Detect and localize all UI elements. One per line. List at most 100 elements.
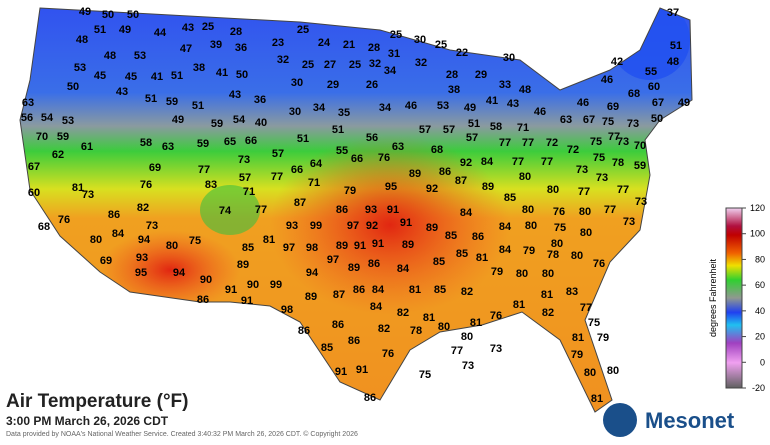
colorbar (725, 207, 743, 389)
station-temp: 70 (634, 140, 646, 152)
station-temp: 94 (173, 267, 186, 279)
station-temp: 85 (321, 342, 333, 354)
station-temp: 80 (571, 250, 583, 262)
station-temp: 26 (366, 79, 378, 91)
colorbar-label: degrees Fahrenheit (708, 258, 718, 337)
station-temp: 61 (81, 141, 93, 153)
station-temp: 31 (388, 48, 400, 60)
station-temp: 77 (580, 302, 592, 314)
station-temp: 69 (100, 255, 112, 267)
station-temp: 85 (445, 230, 457, 242)
station-temp: 76 (490, 310, 502, 322)
station-temp: 99 (270, 279, 282, 291)
colorbar-tick-label: 100 (750, 229, 765, 239)
station-temp: 46 (577, 97, 589, 109)
station-temp: 39 (210, 39, 222, 51)
station-temp: 91 (335, 366, 347, 378)
station-temp: 80 (542, 268, 554, 280)
station-temp: 32 (369, 58, 381, 70)
station-temp: 91 (241, 295, 253, 307)
station-temp: 59 (211, 118, 223, 130)
station-temp: 82 (397, 307, 409, 319)
station-temp: 73 (627, 118, 639, 130)
station-temp: 49 (678, 97, 690, 109)
station-temp: 78 (612, 157, 624, 169)
station-temp: 48 (76, 34, 88, 46)
station-temp: 29 (327, 79, 339, 91)
station-temp: 73 (146, 220, 158, 232)
station-temp: 41 (216, 67, 228, 79)
station-temp: 86 (348, 335, 360, 347)
station-temp: 23 (272, 37, 284, 49)
station-temp: 51 (670, 40, 682, 52)
station-temp: 45 (94, 70, 106, 82)
station-temp: 25 (297, 24, 309, 36)
station-temp: 73 (576, 164, 588, 176)
station-temp: 30 (289, 106, 301, 118)
station-temp: 63 (392, 141, 404, 153)
station-temp: 81 (72, 182, 84, 194)
station-temp: 50 (651, 113, 663, 125)
station-temp: 38 (448, 84, 460, 96)
station-temp: 46 (534, 106, 546, 118)
station-temp: 82 (137, 202, 149, 214)
station-temp: 92 (366, 220, 378, 232)
station-temp: 51 (297, 133, 309, 145)
station-temp: 80 (579, 206, 591, 218)
station-temp: 80 (461, 331, 473, 343)
station-temp: 53 (62, 115, 74, 127)
station-temp: 84 (370, 301, 383, 313)
station-temp: 43 (116, 86, 128, 98)
station-temp: 46 (405, 100, 417, 112)
station-temp: 97 (327, 254, 339, 266)
station-temp: 77 (522, 137, 534, 149)
station-temp: 93 (286, 220, 298, 232)
station-temp: 84 (397, 263, 410, 275)
station-temp: 81 (591, 393, 603, 405)
station-temp: 30 (414, 34, 426, 46)
station-temp: 86 (298, 325, 310, 337)
station-temp: 80 (438, 321, 450, 333)
station-temp: 89 (482, 181, 494, 193)
station-temp: 25 (349, 59, 361, 71)
station-temp: 89 (409, 168, 421, 180)
station-temp: 67 (28, 161, 40, 173)
title: Air Temperature (°F) (6, 391, 189, 412)
station-temp: 80 (551, 238, 563, 250)
station-temp: 77 (617, 184, 629, 196)
colorbar-tick-label: 20 (755, 332, 765, 342)
logo-text: Mesonet (645, 408, 735, 433)
colorbar-tick-label: -20 (752, 383, 765, 393)
station-temp: 82 (378, 323, 390, 335)
station-temp: 28 (446, 69, 458, 81)
station-temp: 91 (354, 240, 366, 252)
station-temp: 75 (554, 222, 566, 234)
station-temp: 75 (189, 235, 201, 247)
station-temp: 78 (547, 249, 559, 261)
station-temp: 86 (353, 284, 365, 296)
station-temp: 86 (439, 166, 451, 178)
station-temp: 29 (475, 69, 487, 81)
station-temp: 58 (140, 137, 152, 149)
station-temp: 30 (503, 52, 515, 64)
station-temp: 81 (423, 312, 435, 324)
station-temp: 99 (310, 220, 322, 232)
station-temp: 89 (402, 239, 414, 251)
station-temp: 41 (151, 71, 163, 83)
station-temp: 25 (302, 59, 314, 71)
station-temp: 85 (456, 248, 468, 260)
station-temp: 67 (652, 97, 664, 109)
station-temp: 86 (368, 258, 380, 270)
station-temp: 84 (112, 228, 125, 240)
station-temp: 85 (434, 284, 446, 296)
station-temp: 50 (102, 9, 114, 21)
station-temp: 79 (571, 349, 583, 361)
station-temp: 38 (193, 62, 205, 74)
station-temp: 57 (443, 124, 455, 136)
station-temp: 56 (366, 132, 378, 144)
station-temp: 60 (28, 187, 40, 199)
station-temp: 81 (409, 284, 421, 296)
logo-icon (603, 403, 637, 437)
station-temp: 27 (324, 59, 336, 71)
